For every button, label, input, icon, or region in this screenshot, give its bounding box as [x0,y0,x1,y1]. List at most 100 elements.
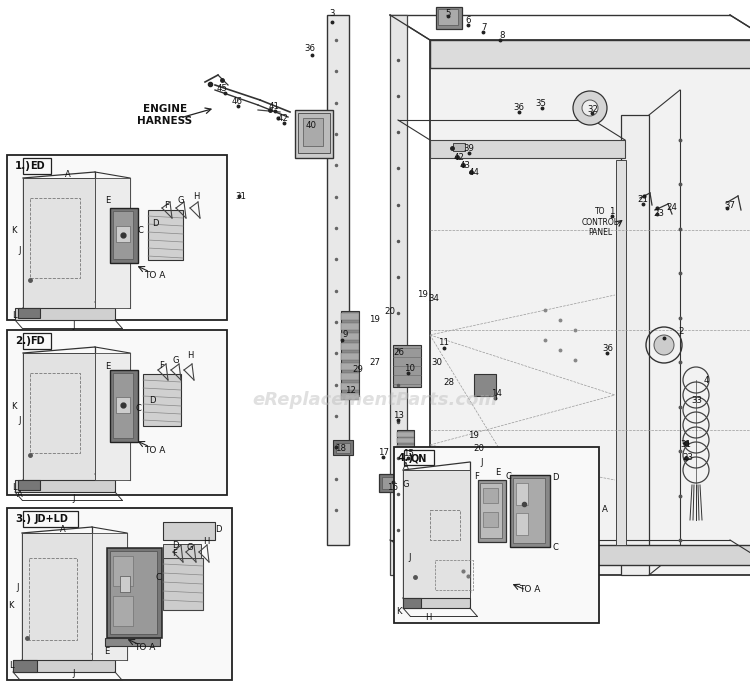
Text: C: C [505,471,511,480]
Bar [341,323,359,330]
Text: TO A: TO A [134,643,156,652]
Bar [430,545,750,565]
Bar [510,475,550,547]
Text: 29: 29 [352,364,364,374]
Bar [341,363,359,370]
Text: 36: 36 [602,343,613,352]
Bar [116,397,130,413]
Text: 6: 6 [465,15,471,24]
Text: D: D [552,473,558,482]
Bar [404,450,434,465]
Bar [295,110,333,158]
Bar [403,470,470,598]
Text: 27: 27 [370,357,380,366]
Text: 46: 46 [232,97,242,106]
Bar [95,178,130,308]
Text: 10: 10 [404,363,416,372]
Bar [397,477,414,482]
Text: 19: 19 [467,430,478,439]
Text: L: L [12,310,16,319]
Bar [23,333,51,349]
Bar [143,374,181,426]
Text: 3: 3 [329,8,334,17]
Text: 8: 8 [500,30,505,39]
Text: eReplacementParts.com: eReplacementParts.com [253,391,497,409]
Text: H: H [193,191,200,200]
Bar [22,533,92,660]
Text: A: A [602,506,608,515]
Bar [163,544,201,558]
Bar [15,308,115,320]
Bar [18,480,40,490]
Bar [341,393,359,400]
Text: H: H [202,538,209,547]
Text: K: K [11,225,16,234]
Text: C: C [552,542,558,551]
Bar [7,330,227,495]
Text: F: F [475,471,479,480]
Bar [379,474,407,492]
Bar [341,353,359,360]
Bar [397,430,414,485]
Bar [113,556,133,586]
Text: 16: 16 [388,482,398,491]
Bar [105,638,160,646]
Bar [110,551,157,634]
Bar [113,211,133,259]
Text: 31: 31 [680,439,692,448]
Text: 40: 40 [305,120,316,129]
Text: 41: 41 [268,102,280,111]
Text: 20: 20 [473,444,484,453]
Text: 15: 15 [404,448,415,457]
Text: 4: 4 [704,375,709,384]
Text: 1: 1 [609,207,615,216]
Bar [616,160,626,545]
Bar [390,15,407,575]
Bar [397,464,414,469]
Text: 44: 44 [469,167,479,176]
Bar [393,345,421,387]
Text: 39: 39 [464,144,475,153]
Bar [430,510,460,540]
Bar [430,40,750,575]
Text: L: L [9,661,14,670]
Bar [163,522,215,540]
Bar [18,308,40,318]
Bar [30,198,80,278]
Text: 2.): 2.) [15,336,31,346]
Text: 21: 21 [638,194,649,204]
Text: 34: 34 [428,294,439,303]
Bar [474,374,496,396]
Text: 17: 17 [379,448,389,457]
Text: 12: 12 [346,386,356,395]
Bar [303,118,323,146]
Text: 1.): 1.) [15,161,31,171]
Bar [453,143,465,151]
Text: ENGINE
HARNESS: ENGINE HARNESS [137,104,193,126]
Bar [397,471,414,475]
Text: C: C [135,404,141,413]
Text: F: F [172,549,178,558]
Bar [7,155,227,320]
Text: JD+LD: JD+LD [34,514,68,524]
Bar [430,140,625,158]
Bar [397,432,414,437]
Text: TO
CONTROL
PANEL: TO CONTROL PANEL [581,207,619,237]
Text: 33: 33 [692,395,703,404]
Text: 11: 11 [439,337,449,346]
Text: 7: 7 [482,23,487,32]
Bar [107,548,162,638]
Text: TO A: TO A [144,446,166,455]
Circle shape [582,100,598,116]
Text: 43: 43 [460,160,470,169]
Bar [438,9,458,25]
Text: 23: 23 [653,209,664,218]
Bar [13,660,37,672]
Bar [341,343,359,350]
Bar [148,210,183,260]
Text: K: K [11,401,16,410]
Text: D: D [152,218,158,227]
Bar [333,440,353,455]
Bar [23,353,95,480]
Text: 2: 2 [678,327,684,336]
